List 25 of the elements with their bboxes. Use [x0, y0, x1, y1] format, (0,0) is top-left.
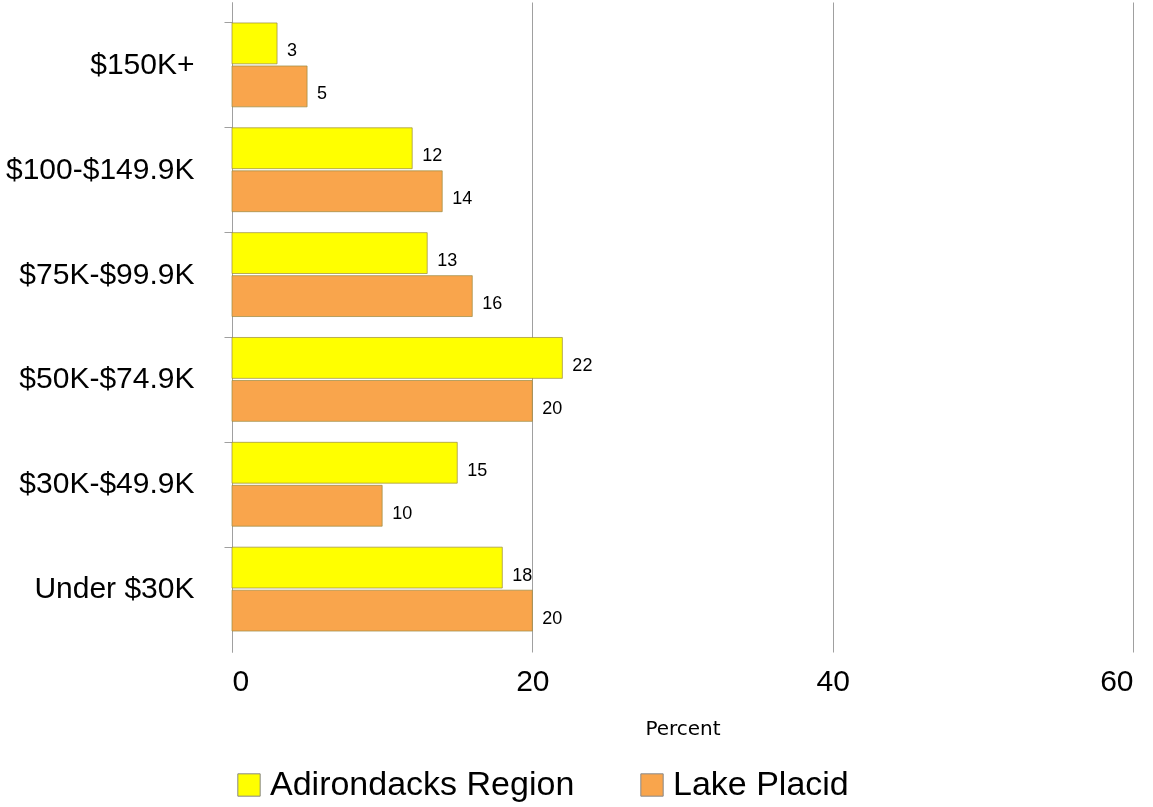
data-label: 13 — [437, 250, 458, 271]
x-tick-label: 60 — [1100, 663, 1134, 697]
data-label: 10 — [392, 502, 413, 523]
y-tick-label: $50K-$74.9K — [19, 361, 195, 395]
y-tick-label: $30K-$49.9K — [19, 466, 195, 500]
x-axis-title: Percent — [645, 715, 721, 740]
y-tick-label: $150K+ — [90, 46, 195, 80]
legend-label: Lake Placid — [673, 764, 849, 802]
x-tick-label: 0 — [232, 663, 250, 697]
data-label: 22 — [572, 354, 593, 375]
data-label: 18 — [512, 564, 533, 585]
y-tick-label: $100-$149.9K — [6, 151, 195, 185]
data-label: 3 — [287, 40, 298, 61]
x-tick-label: 20 — [516, 663, 550, 697]
data-label: 20 — [542, 607, 563, 628]
y-tick-label: Under $30K — [34, 571, 195, 605]
x-tick-label: 40 — [816, 663, 850, 697]
data-label: 14 — [452, 188, 473, 209]
data-label: 15 — [467, 459, 488, 480]
data-label: 16 — [482, 293, 503, 314]
y-tick-label: $75K-$99.9K — [19, 256, 195, 290]
data-label: 5 — [317, 83, 328, 104]
data-label: 12 — [422, 145, 443, 166]
data-label: 20 — [542, 397, 563, 418]
legend-label: Adirondacks Region — [270, 764, 575, 802]
